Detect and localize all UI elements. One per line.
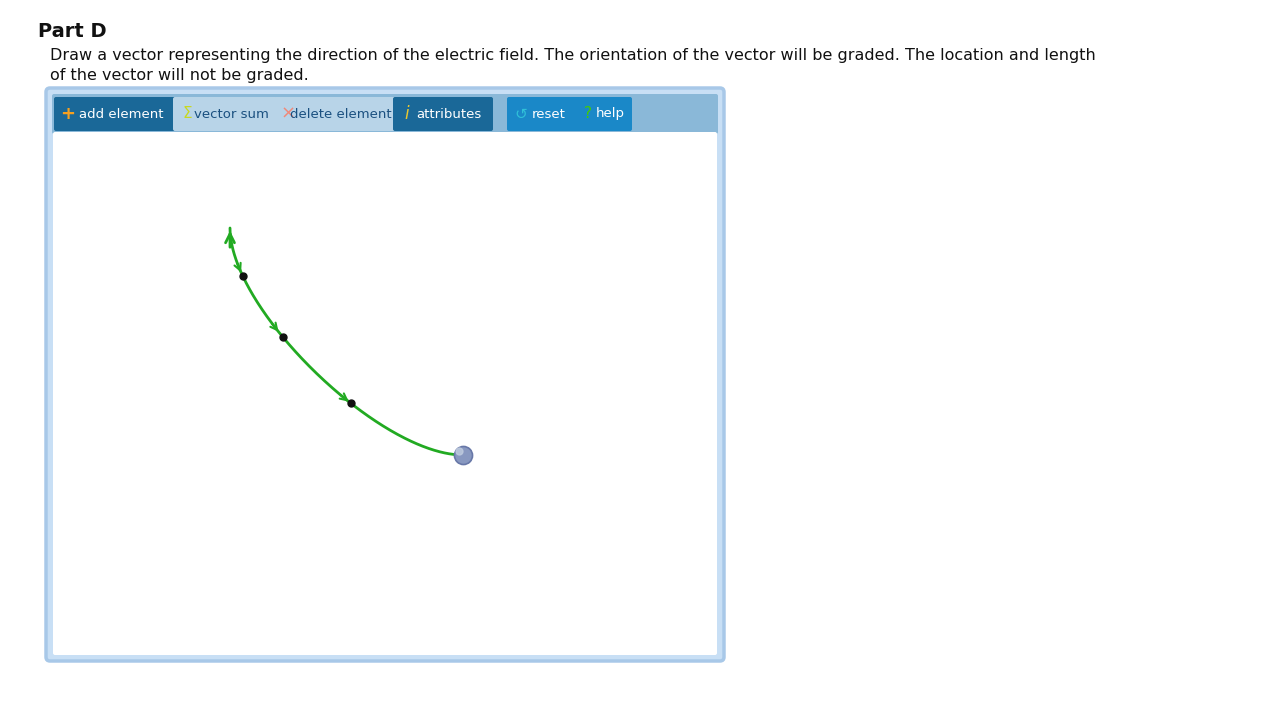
Text: ?: ? [584,106,592,121]
Text: help: help [596,108,625,121]
Text: attributes: attributes [417,108,482,121]
FancyBboxPatch shape [52,132,717,655]
Text: add element: add element [79,108,164,121]
FancyBboxPatch shape [46,88,725,661]
Text: ↺: ↺ [515,106,528,121]
FancyBboxPatch shape [394,97,493,131]
FancyBboxPatch shape [273,97,396,131]
FancyBboxPatch shape [576,97,633,131]
Text: i: i [405,105,409,123]
Text: vector sum: vector sum [193,108,268,121]
Text: delete element: delete element [290,108,392,121]
FancyBboxPatch shape [52,94,718,134]
Text: ×: × [280,105,295,123]
Text: reset: reset [532,108,566,121]
Text: +: + [60,105,75,123]
Text: Σ: Σ [183,106,192,121]
FancyBboxPatch shape [54,97,176,131]
Text: of the vector will not be graded.: of the vector will not be graded. [50,68,309,83]
Text: Part D: Part D [38,22,106,41]
Text: Draw a vector representing the direction of the electric field. The orientation : Draw a vector representing the direction… [50,48,1095,63]
FancyBboxPatch shape [173,97,277,131]
FancyBboxPatch shape [507,97,579,131]
